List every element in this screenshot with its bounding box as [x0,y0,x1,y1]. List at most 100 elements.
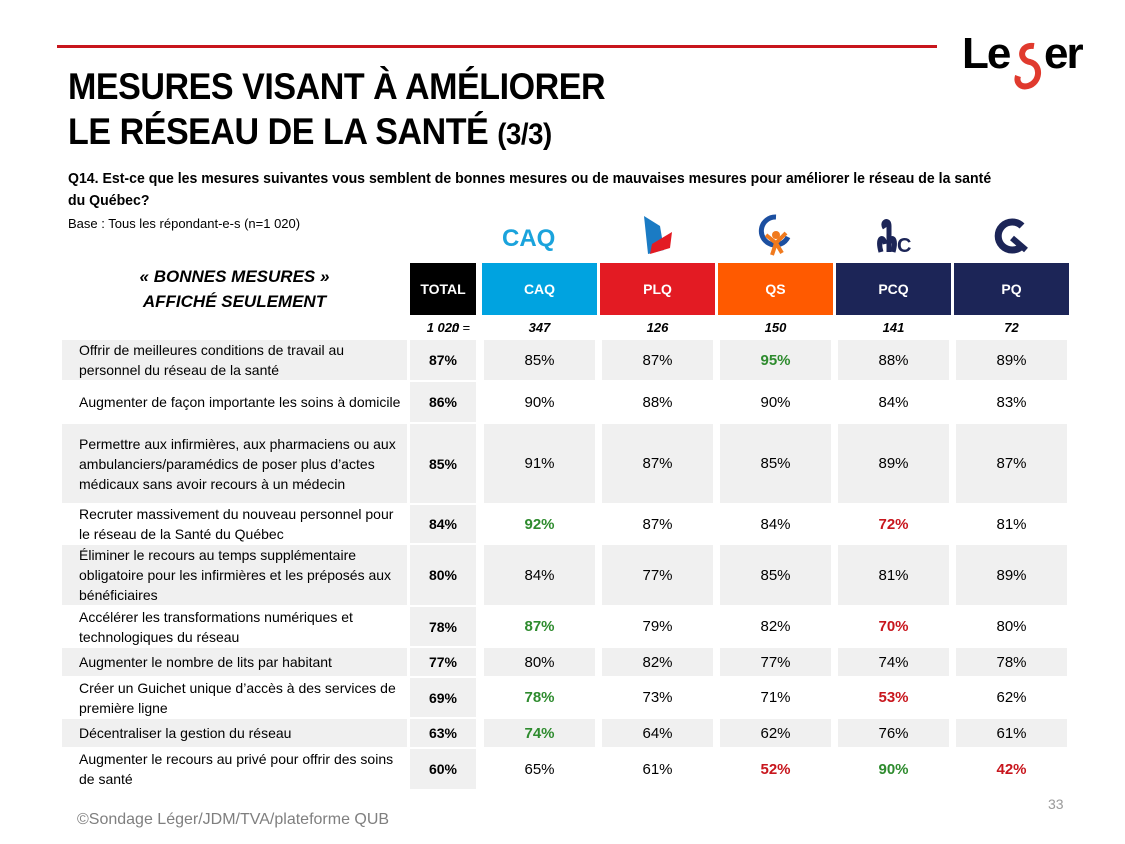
base-text: Base : Tous les répondant-e-s (n=1 020) [68,216,301,231]
value-cell-qs: 82% [760,618,791,635]
value-cell-plq: 61% [642,760,673,778]
value-cell-plq: 79% [642,618,673,635]
value-cell-qs: 77% [720,648,831,676]
value-cell-qs: 90% [760,393,791,411]
value-cell-pcq: 88% [838,340,949,380]
table-row: Accélérer les transformations numériques… [62,607,1072,646]
svg-text:C: C [897,235,911,254]
value-cell-pq: 89% [956,340,1067,380]
row-label: Décentraliser la gestion du réseau [62,719,407,747]
value-cell-pq: 61% [956,719,1067,747]
value-cell-pcq: 84% [878,393,909,411]
value-cell-total: 80% [410,545,476,605]
value-cell-pq: 87% [956,424,1067,503]
footer-copyright: ©Sondage Léger/JDM/TVA/plateforme QUB [77,811,390,828]
value-cell-pcq: 72% [878,515,909,533]
table-subtitle: « BONNES MESURES » AFFICHÉ SEULEMENT [62,264,407,314]
value-cell-pcq: 76% [838,719,949,747]
value-cell-qs: 62% [720,719,831,747]
title-line-1: MESURES VISANT À AMÉLIORER [68,66,606,107]
value-cell-qs: 84% [760,515,791,533]
page-number: 33 [1048,796,1064,812]
value-cell-pq: 80% [996,618,1027,635]
n-value-pcq: 141 [882,320,905,335]
value-cell-qs: 95% [720,340,831,380]
value-cell-plq: 77% [602,545,713,605]
title-line-2: LE RÉSEAU DE LA SANTÉ [68,111,489,152]
value-cell-qs: 52% [760,760,791,778]
table-row: Décentraliser la gestion du réseau 63% 74%… [62,719,1072,747]
subtitle-line-1: « BONNES MESURES » [139,267,330,286]
n-label: n = [451,320,470,335]
row-label: Éliminer le recours au temps supplémenta… [62,545,407,605]
value-cell-plq: 64% [602,719,713,747]
value-cell-caq: 74% [484,719,595,747]
value-cell-total: 85% [410,424,476,503]
column-header-pcq: PCQ [836,263,951,315]
table-row: Créer un Guichet unique d’accès à des se… [62,678,1072,717]
value-cell-total: 87% [410,340,476,380]
table-row: Augmenter le recours au privé pour offri… [62,749,1072,789]
svg-text:CAQ: CAQ [502,225,555,251]
value-cell-plq: 73% [642,689,673,706]
column-header-total: TOTAL [410,263,476,315]
value-cell-qs: 71% [760,689,791,706]
value-cell-caq: 85% [484,340,595,380]
value-cell-pcq: 74% [838,648,949,676]
row-label: Augmenter de façon importante les soins … [79,394,401,410]
value-cell-plq: 87% [642,515,673,533]
table-row: Augmenter de façon importante les soins … [62,382,1072,422]
value-cell-total: 77% [410,648,476,676]
value-cell-pq: 42% [996,760,1027,778]
column-header-pq: PQ [954,263,1069,315]
value-cell-qs: 85% [720,545,831,605]
value-cell-pq: 81% [996,515,1027,533]
value-cell-pcq: 90% [878,760,909,778]
value-cell-pcq: 81% [838,545,949,605]
row-label: Permettre aux infirmières, aux pharmacie… [62,424,407,503]
leger-logo: Le er [962,29,1085,90]
value-cell-caq: 90% [524,393,555,411]
row-label: Recruter massivement du nouveau personne… [79,506,394,542]
row-label: Créer un Guichet unique d’accès à des se… [79,679,396,716]
title-part: (3/3) [497,118,552,151]
value-cell-caq: 87% [524,618,555,635]
value-cell-plq: 87% [602,340,713,380]
leger-g-icon [1014,42,1041,90]
value-cell-pq: 83% [996,393,1027,411]
value-cell-caq: 78% [524,689,555,706]
value-cell-total: 63% [410,719,476,747]
header-rule [57,45,937,48]
value-cell-total: 78% [410,607,476,646]
value-cell-pcq: 53% [878,689,909,706]
value-cell-plq: 88% [642,393,673,411]
value-cell-plq: 82% [602,648,713,676]
value-cell-caq: 80% [484,648,595,676]
value-cell-caq: 92% [524,515,555,533]
table-row: Éliminer le recours au temps supplémenta… [62,545,1072,605]
value-cell-plq: 87% [602,424,713,503]
row-label: Offrir de meilleures conditions de trava… [62,340,407,380]
table-row: Augmenter le nombre de lits par habitant… [62,648,1072,676]
caq-logo-icon: CAQ [482,213,597,259]
column-header-caq: CAQ [482,263,597,315]
n-value-qs: 150 [764,320,787,335]
value-cell-pq: 62% [996,689,1027,706]
pcq-logo-icon: C [836,213,951,259]
sample-size-row: n = 1 020 347 126 150 141 72 [62,320,1072,338]
value-cell-total: 69% [410,678,476,717]
plq-logo-icon [600,213,715,259]
question-text: Q14. Est-ce que les mesures suivantes vo… [68,170,992,209]
row-label: Augmenter le nombre de lits par habitant [62,648,407,676]
subtitle-line-2: AFFICHÉ SEULEMENT [142,292,327,311]
row-label: Augmenter le recours au privé pour offri… [79,751,394,787]
column-header-plq: PLQ [600,263,715,315]
value-cell-total: 60% [410,749,476,789]
value-cell-pq: 78% [956,648,1067,676]
table-row: Permettre aux infirmières, aux pharmacie… [62,424,1072,503]
n-value-caq: 347 [528,320,551,335]
page-title: MESURES VISANT À AMÉLIORER LE RÉSEAU DE … [68,64,606,157]
value-cell-total: 84% [410,505,476,543]
value-cell-caq: 91% [484,424,595,503]
pq-logo-icon [954,213,1069,259]
